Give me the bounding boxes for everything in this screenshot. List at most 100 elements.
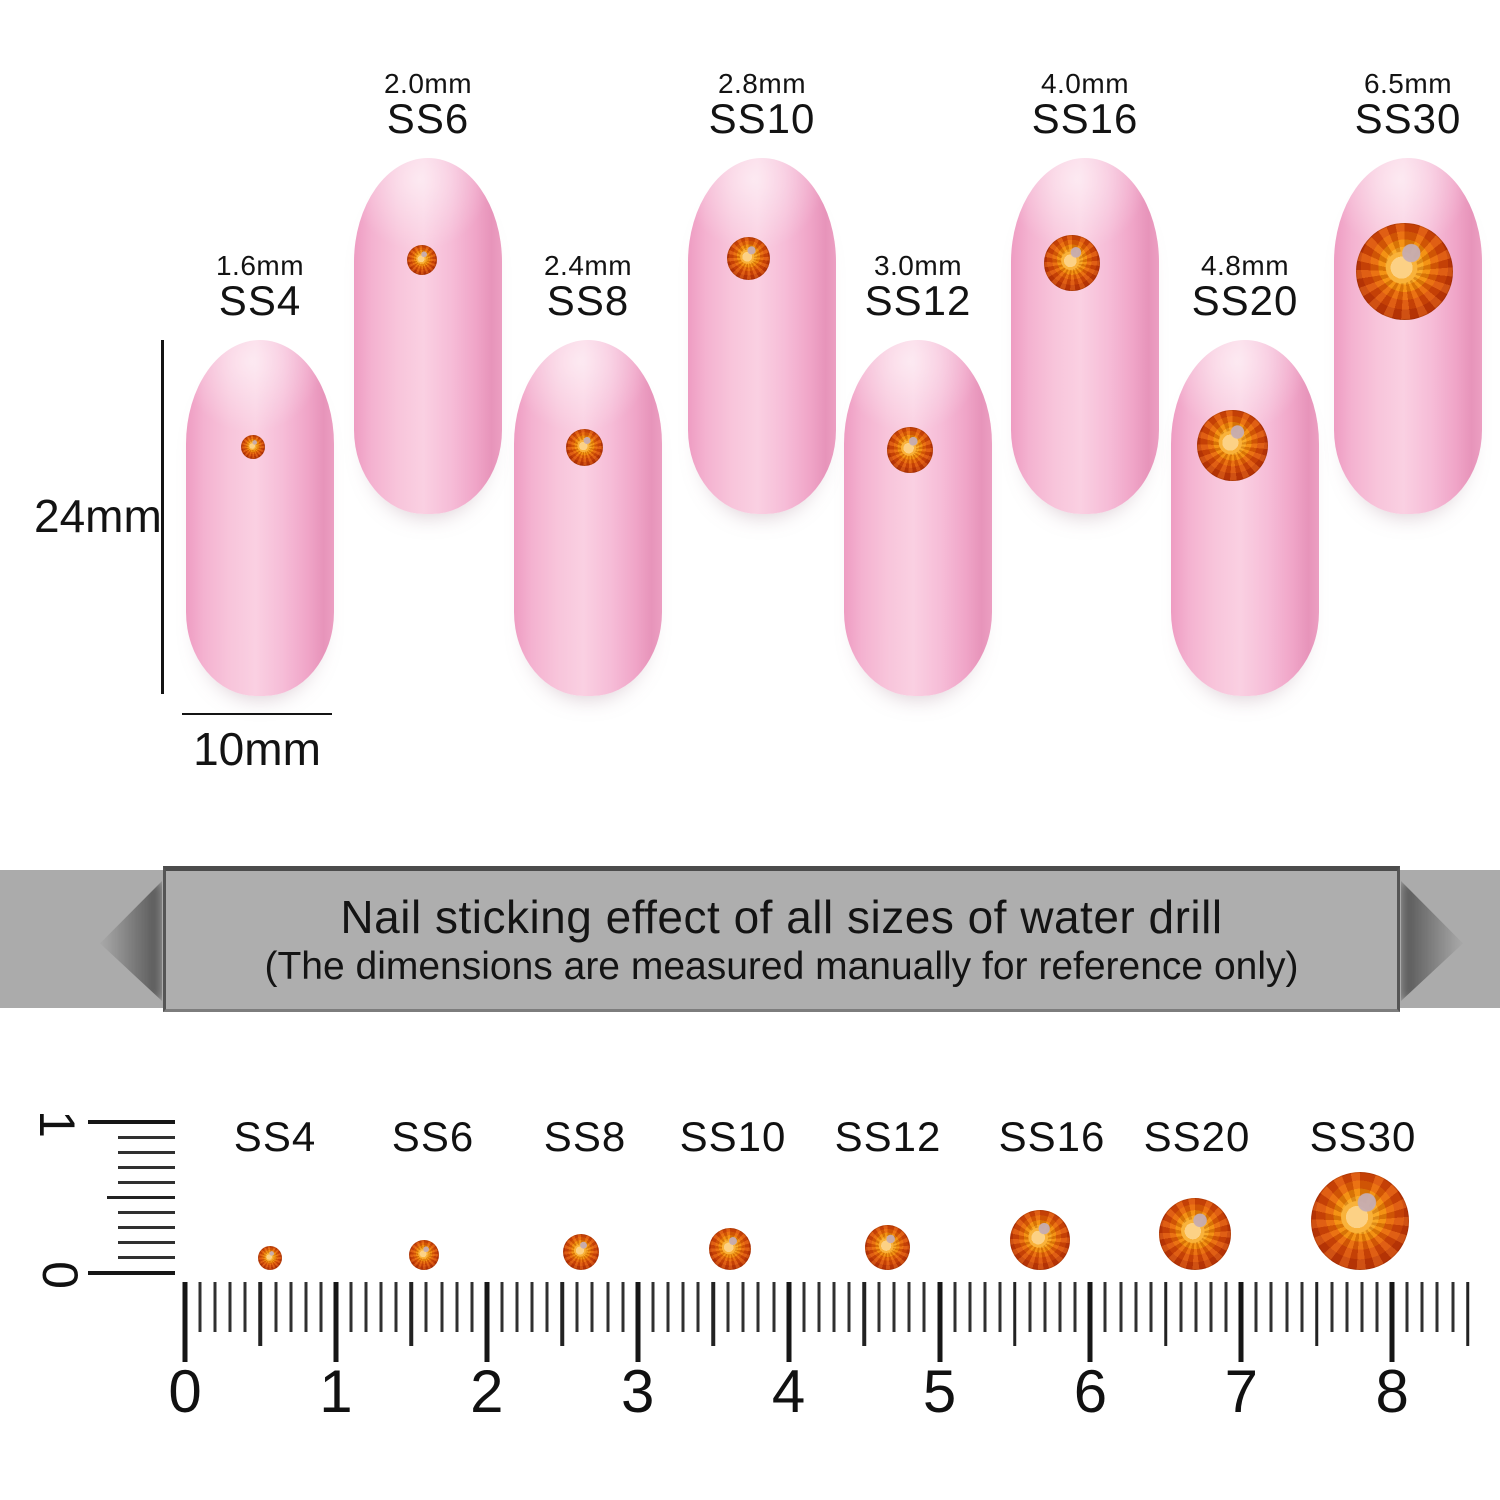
ruler-tick [1405, 1282, 1409, 1332]
ruler-tick [530, 1282, 534, 1332]
ruler-tick [635, 1282, 641, 1362]
banner-title: Nail sticking effect of all sizes of wat… [340, 891, 1223, 943]
rhinestone-gem [887, 427, 933, 473]
ruler-tick [560, 1282, 564, 1346]
ruler-gem-label: SS4 [233, 1113, 317, 1160]
ruler-number: 3 [621, 1358, 655, 1425]
ruler-tick [606, 1282, 610, 1332]
ss-size-text: SS12 [864, 277, 972, 324]
mm-size-text: 6.5mm [1363, 68, 1453, 99]
ruler-number: 0 [168, 1358, 202, 1425]
ss-size-text: SS16 [1031, 95, 1139, 142]
ruler-tick [786, 1282, 792, 1362]
mm-size-text: 4.8mm [1200, 250, 1290, 281]
vertical-ruler-tick [118, 1135, 175, 1139]
ruler-tick [304, 1282, 308, 1332]
ruler-tick [1119, 1282, 1123, 1332]
vertical-ruler-tick [118, 1211, 175, 1215]
ruler-tick [1164, 1282, 1168, 1346]
ruler-tick [741, 1282, 745, 1332]
ruler-tick [1435, 1282, 1439, 1332]
rhinestone-gem [407, 245, 437, 275]
nail-size-label: 2.8mm SS10 [708, 67, 816, 142]
ruler-tick [1451, 1282, 1455, 1332]
nail-size-label: 2.4mm SS8 [544, 249, 632, 322]
ruler-gem-label: SS16 [998, 1113, 1106, 1160]
nail-size-label: 4.0mm SS16 [1031, 67, 1139, 142]
vertical-ruler-tick [118, 1256, 175, 1260]
ruler-rhinestone-gem [1010, 1210, 1070, 1270]
vertical-ruler-tick [118, 1241, 175, 1245]
nail-photo [1011, 158, 1159, 514]
nail-size-label: 4.8mm SS20 [1191, 249, 1299, 324]
ruler-tick [1360, 1282, 1364, 1332]
ruler-tick [621, 1282, 625, 1332]
nail-photo [688, 158, 836, 514]
ruler-tick [333, 1282, 339, 1362]
ruler-tick [213, 1282, 217, 1332]
ruler-tick [1375, 1282, 1379, 1332]
mm-size-text: 2.8mm [717, 68, 807, 99]
ruler-tick [1179, 1282, 1183, 1332]
ruler-tick [409, 1282, 414, 1346]
rhinestone-gem [1355, 222, 1453, 320]
ruler-tick [470, 1282, 474, 1332]
ruler-tick [440, 1282, 444, 1332]
ruler-tick [1028, 1282, 1032, 1332]
ruler-number: 4 [771, 1358, 806, 1425]
ruler-tick [1013, 1282, 1017, 1346]
ruler-tick [877, 1282, 881, 1332]
ruler-tick [1269, 1282, 1273, 1332]
ruler-tick [651, 1282, 655, 1332]
ruler-number: 8 [1375, 1358, 1409, 1425]
ruler-tick [289, 1282, 293, 1332]
banner-subtitle: (The dimensions are measured manually fo… [264, 945, 1299, 988]
vertical-ruler-tick [88, 1270, 175, 1276]
ruler-tick [590, 1282, 594, 1332]
ruler-tick [1043, 1282, 1047, 1332]
ruler-tick [1073, 1282, 1077, 1332]
ruler-tick [1330, 1282, 1334, 1332]
height-dimension-label: 24mm [34, 490, 162, 542]
ss-size-text: SS4 [218, 277, 302, 324]
mm-size-text: 2.0mm [383, 68, 473, 99]
mm-size-text: 3.0mm [873, 250, 963, 281]
vertical-ruler-tick [118, 1180, 175, 1184]
banner-panel: Nail sticking effect of all sizes of wat… [163, 866, 1400, 1012]
nail-photo [1171, 340, 1319, 696]
ss-size-text: SS10 [708, 95, 816, 142]
ruler-rhinestone-gem [563, 1234, 599, 1270]
nail-size-label: 2.0mm SS6 [383, 67, 473, 140]
ruler-tick [182, 1282, 188, 1362]
ruler-tick [243, 1282, 247, 1332]
mm-size-text: 1.6mm [215, 250, 305, 281]
ruler-tick [424, 1282, 428, 1332]
ruler-rhinestone-gem [1311, 1172, 1409, 1270]
ruler-rhinestone-gem [258, 1246, 282, 1270]
rhinestone-gem [1044, 235, 1100, 291]
ruler-tick [1465, 1282, 1470, 1346]
ruler-tick [1285, 1282, 1289, 1332]
nail-photo [514, 340, 662, 696]
ruler-tick [756, 1282, 760, 1332]
ruler-tick [1224, 1282, 1228, 1332]
width-dimension-label: 10mm [193, 723, 321, 775]
ruler-tick [1389, 1282, 1395, 1362]
ruler-tick [319, 1282, 323, 1332]
nail-size-label: 6.5mm SS30 [1355, 67, 1462, 140]
ruler-tick [726, 1282, 730, 1332]
ruler-tick [832, 1282, 836, 1332]
ruler-tick [681, 1282, 685, 1332]
ruler-tick [1315, 1282, 1319, 1346]
ruler-tick [1420, 1282, 1424, 1332]
ss-size-text: SS20 [1191, 277, 1299, 324]
ruler-tick [847, 1282, 851, 1332]
ruler-tick [545, 1282, 549, 1332]
ruler-tick [862, 1282, 866, 1346]
rhinestone-gem [726, 236, 770, 280]
ruler-rhinestone-gem [1159, 1198, 1231, 1270]
ruler-tick [696, 1282, 700, 1332]
ruler-tick [772, 1282, 775, 1332]
ruler-tick [983, 1282, 987, 1332]
nail-photo [354, 158, 502, 514]
